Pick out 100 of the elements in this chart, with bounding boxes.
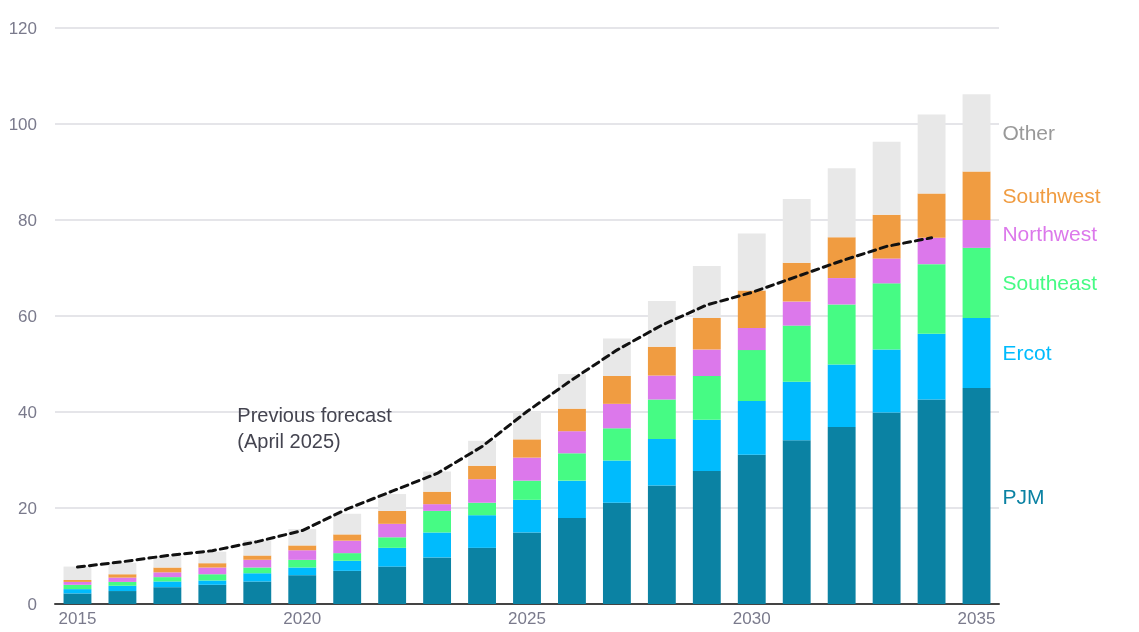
bar <box>108 581 137 586</box>
bar <box>153 556 182 568</box>
bar <box>333 540 362 554</box>
y-tick-label: 120 <box>8 18 37 38</box>
bar <box>558 408 586 432</box>
bar <box>602 460 631 503</box>
y-tick-label: 100 <box>8 114 37 134</box>
x-tick-label: 2035 <box>957 609 996 628</box>
bar <box>63 584 92 590</box>
bar <box>333 553 362 561</box>
bar <box>288 567 317 576</box>
bar <box>962 171 991 220</box>
bar <box>782 301 811 326</box>
bar <box>108 591 137 604</box>
series-label: Previous forecast (April 2025) <box>237 404 398 452</box>
bar <box>737 400 766 455</box>
bar <box>558 453 586 481</box>
bar <box>468 465 496 480</box>
series-label: PJM <box>1002 484 1045 508</box>
bar <box>243 573 272 582</box>
bar <box>423 471 452 492</box>
line-series <box>75 236 934 569</box>
bar <box>333 534 362 541</box>
bar <box>288 545 317 551</box>
bar <box>198 567 227 575</box>
y-tick-label: 60 <box>18 306 37 326</box>
bar <box>602 502 631 604</box>
bar <box>872 283 901 350</box>
bar <box>737 233 766 291</box>
bar <box>827 304 856 365</box>
y-tick-label: 0 <box>27 594 37 614</box>
bar <box>378 537 407 548</box>
bar <box>153 581 182 588</box>
bar <box>692 349 721 376</box>
bar <box>198 574 227 581</box>
bar <box>153 587 182 604</box>
bar <box>288 575 317 604</box>
bar <box>468 440 496 466</box>
bar <box>827 364 856 427</box>
bar <box>692 471 721 604</box>
bar <box>782 381 811 441</box>
x-tick-label: 2030 <box>732 609 771 628</box>
bar <box>198 551 227 564</box>
bar <box>917 237 946 265</box>
bar <box>827 426 856 604</box>
bar <box>558 431 586 454</box>
bar <box>468 502 496 516</box>
bar <box>423 504 452 511</box>
x-tick-label: 2015 <box>58 609 97 628</box>
bar <box>558 518 586 604</box>
bar <box>737 328 766 351</box>
bar <box>647 375 676 400</box>
bar <box>872 258 901 284</box>
bar <box>423 557 452 604</box>
series-label: Other <box>1002 121 1055 145</box>
bar <box>108 577 137 582</box>
bar <box>513 499 541 533</box>
bar <box>108 562 137 575</box>
bar <box>153 577 182 582</box>
bar <box>423 491 452 505</box>
bar <box>602 338 631 376</box>
x-tick-label: 2020 <box>283 609 322 628</box>
bar <box>288 559 317 568</box>
bar <box>962 317 991 388</box>
bar <box>692 376 721 420</box>
bar <box>468 547 496 604</box>
bar <box>917 264 946 334</box>
bar <box>423 510 452 533</box>
bar <box>647 346 676 376</box>
bar <box>108 574 137 578</box>
bar <box>468 515 496 548</box>
bar <box>827 278 856 305</box>
bar <box>872 412 901 604</box>
bar <box>558 374 586 409</box>
bar <box>468 479 496 503</box>
x-tick-label: 2025 <box>508 609 546 628</box>
y-tick-label: 20 <box>18 498 37 518</box>
bar <box>872 214 901 259</box>
bar <box>602 403 631 429</box>
series-label: Southeast <box>1002 271 1098 295</box>
bar <box>558 480 586 519</box>
bar <box>378 566 407 604</box>
bar <box>602 428 631 461</box>
bar <box>513 480 541 500</box>
bar <box>243 555 272 560</box>
bar <box>63 593 92 604</box>
bar <box>288 550 317 560</box>
bar <box>333 570 362 604</box>
bar <box>423 532 452 558</box>
y-tick-label: 40 <box>18 402 37 422</box>
series-label: Northwest <box>1002 222 1098 246</box>
bar <box>917 193 946 238</box>
bar <box>602 376 631 404</box>
bar <box>737 290 766 328</box>
bar <box>378 510 407 524</box>
bar <box>737 350 766 401</box>
bar <box>872 349 901 413</box>
bar <box>962 388 991 604</box>
bar <box>378 547 407 567</box>
bar <box>378 523 407 538</box>
